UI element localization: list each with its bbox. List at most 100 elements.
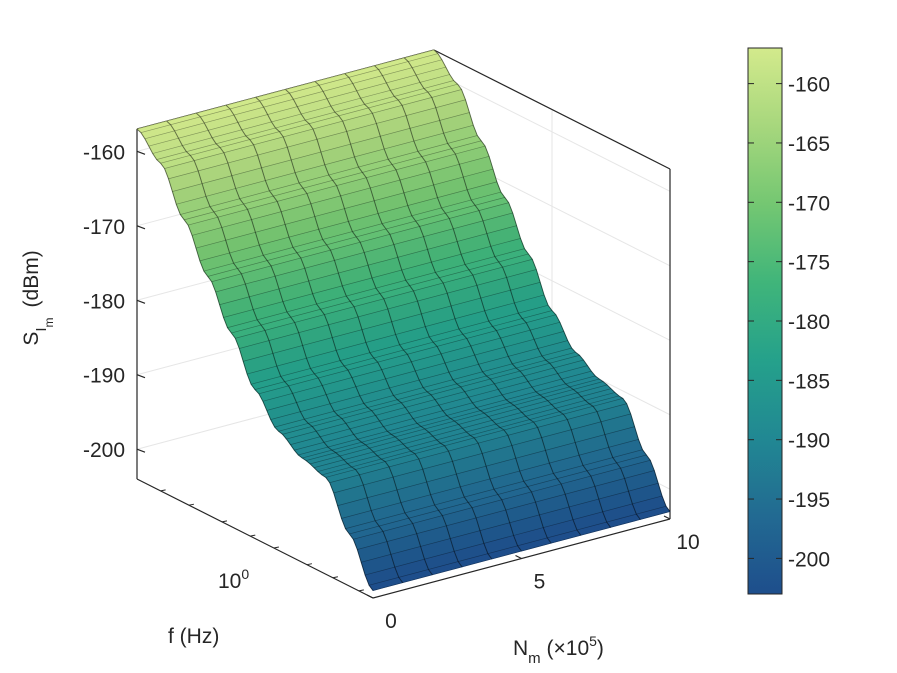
mesh-line-f — [258, 314, 557, 395]
mesh-line-f — [144, 59, 442, 140]
mesh-line-f — [317, 392, 616, 472]
x-axis-label-end: ) — [597, 637, 604, 660]
z-tick-mark — [136, 299, 146, 304]
y-axis-minor-tick — [160, 489, 166, 492]
z-tick-mark — [136, 150, 146, 155]
mesh-line-f — [302, 378, 600, 459]
colorbar-tick-label: -180 — [788, 311, 830, 334]
mesh-line-n — [344, 73, 582, 536]
mesh-line-n — [136, 128, 374, 591]
mesh-line-f — [160, 83, 458, 164]
mesh-line-n — [433, 49, 671, 512]
mesh-line-f — [176, 124, 474, 205]
z-tick-label: -190 — [83, 365, 125, 388]
colorbar-tick-label: -165 — [788, 133, 830, 156]
y-axis-tick-10e0: 100 — [218, 566, 249, 593]
x-tick-mark — [515, 554, 522, 560]
mesh-line-f — [306, 381, 604, 461]
mesh-line-f — [309, 384, 608, 465]
mesh-line-f — [136, 49, 435, 130]
mesh-line-f — [313, 388, 612, 469]
mesh-line-n — [225, 104, 463, 568]
z-tick-label: -200 — [83, 439, 125, 462]
mesh-line-n — [374, 65, 612, 528]
mesh-line-f — [266, 331, 564, 411]
mesh-line-f — [368, 505, 667, 586]
z-axis-label: SIm (dBm) — [20, 250, 56, 345]
mesh-line-f — [195, 168, 494, 249]
y-axis-minor-tick — [332, 576, 338, 579]
mesh-line-f — [294, 370, 592, 451]
z-axis-label-base: S — [20, 332, 43, 346]
z-tick-label: -170 — [83, 216, 125, 239]
mesh-line-f — [235, 258, 533, 339]
mesh-line-f — [168, 99, 466, 180]
mesh-line-f — [215, 212, 513, 293]
mesh-line-f — [298, 375, 596, 456]
mesh-line-f — [191, 156, 490, 236]
mesh-line-f — [262, 321, 560, 402]
mesh-line-f — [345, 449, 643, 529]
mesh-line-f — [148, 66, 446, 147]
colorbar-tick-label: -185 — [788, 370, 830, 393]
mesh-line-f — [219, 225, 517, 305]
surface-patch — [635, 505, 671, 520]
colorbar-tick-label: -160 — [788, 74, 830, 97]
mesh-line-f — [239, 269, 537, 349]
mesh-line-n — [166, 120, 404, 583]
z-axis-label-unit: (dBm) — [20, 250, 43, 307]
surface-grid-lines — [136, 49, 671, 591]
mesh-line-f — [337, 426, 635, 506]
mesh-line-f — [164, 89, 462, 169]
z-axis-label-subsub: m — [42, 317, 56, 327]
mesh-line-n — [314, 81, 552, 544]
mesh-line-f — [270, 340, 568, 420]
y-axis-minor-tick — [250, 534, 256, 537]
y-axis-minor-tick — [188, 503, 195, 506]
colorbar-tick-label: -170 — [788, 192, 830, 215]
mesh-line-f — [207, 197, 505, 277]
mesh-line-f — [156, 80, 454, 160]
y-axis-minor-tick — [306, 563, 313, 566]
mesh-line-f — [203, 191, 501, 272]
mesh-line-f — [250, 304, 549, 385]
z-tick-mark — [136, 374, 146, 379]
x-axis-ticks: 0 5 10 — [366, 515, 700, 633]
z-axis-ticks: -160 -170 -180 -190 -200 — [83, 141, 146, 462]
mesh-line-f — [274, 347, 572, 428]
mesh-line-f — [372, 511, 671, 591]
mesh-line-n — [285, 89, 522, 552]
mesh-line-n — [255, 97, 493, 560]
x-axis-label-sub: m — [528, 650, 541, 667]
mesh-line-f — [152, 74, 450, 154]
x-tick-mark — [366, 594, 374, 599]
y-tick-sup: 0 — [241, 566, 249, 582]
x-axis-label: Nm (×105) — [513, 633, 604, 667]
x-axis-label-suffix: (×10 — [541, 637, 589, 660]
mesh-line-f — [188, 145, 486, 226]
z-tick-mark — [136, 448, 146, 453]
z-tick-label: -180 — [83, 290, 125, 313]
mesh-line-f — [184, 140, 482, 221]
x-axis-label-base: N — [513, 637, 528, 660]
mesh-line-f — [333, 413, 631, 494]
mesh-line-f — [231, 253, 529, 334]
box-edge-top-right — [433, 49, 671, 170]
colorbar-tick-label: -195 — [788, 489, 830, 512]
mesh-line-f — [278, 351, 576, 432]
y-axis-minor-tick — [273, 546, 279, 549]
mesh-line-f — [211, 202, 509, 282]
mesh-line-n — [196, 112, 433, 576]
mesh-line-f — [290, 365, 588, 445]
x-tick-label: 10 — [676, 531, 699, 554]
mesh-line-f — [329, 403, 627, 483]
mesh-line-f — [223, 238, 521, 318]
colorbar-tick-label: -175 — [788, 252, 830, 275]
y-tick-base: 10 — [218, 570, 241, 593]
mesh-line-f — [341, 439, 639, 519]
mesh-line-f — [243, 281, 541, 362]
x-tick-mark — [663, 515, 671, 520]
colorbar-tick-label: -200 — [788, 548, 830, 571]
mesh-line-f — [325, 398, 623, 478]
